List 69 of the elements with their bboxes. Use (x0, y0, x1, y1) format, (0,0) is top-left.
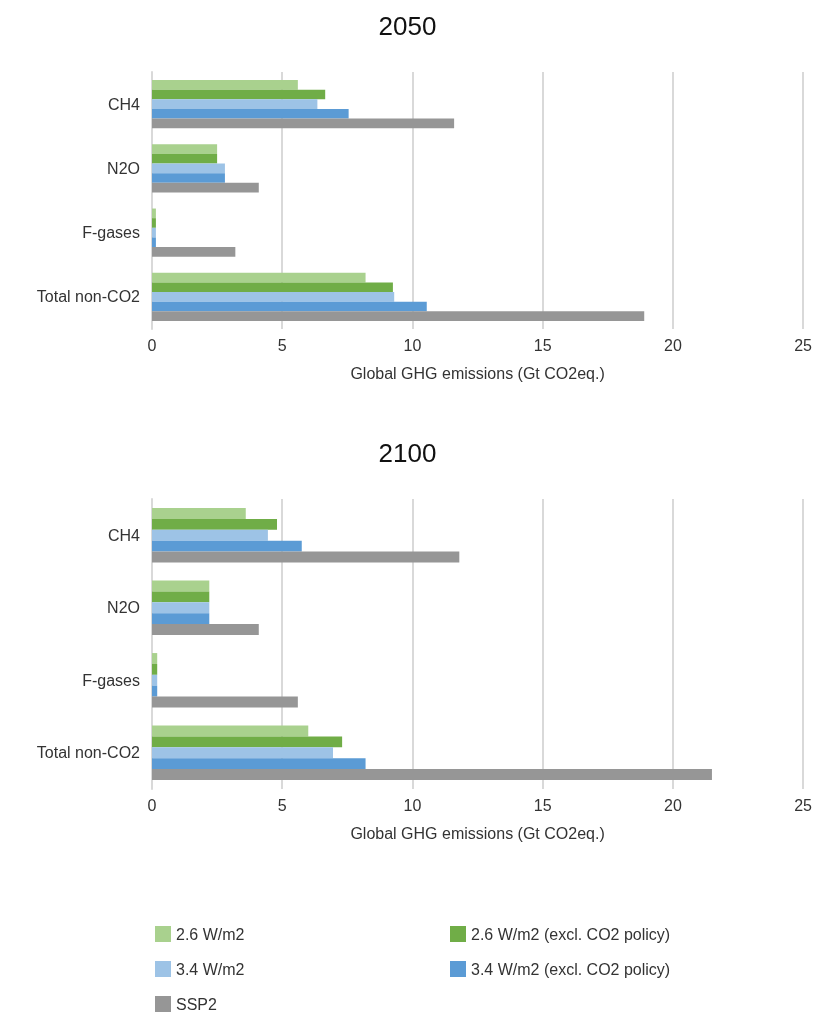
legend-label: SSP2 (176, 995, 218, 1013)
bar (152, 153, 218, 164)
x-tick-label: 25 (794, 796, 813, 814)
bar (152, 602, 210, 614)
chart-title: 2100 (378, 438, 437, 468)
bar (152, 736, 343, 748)
bar (152, 663, 158, 675)
bar (152, 218, 156, 228)
x-tick-label: 20 (663, 336, 682, 354)
bar (152, 118, 455, 129)
bar (152, 311, 645, 321)
legend-label: 2.6 W/m2 (176, 925, 245, 943)
bar (152, 80, 298, 90)
x-tick-label: 5 (277, 796, 287, 814)
y-tick-label: CH4 (107, 95, 141, 113)
y-tick-label: F-gases (82, 224, 140, 242)
y-tick-label: Total non-CO2 (36, 288, 141, 306)
bar (152, 769, 712, 780)
bar (152, 674, 158, 686)
bar (152, 227, 156, 238)
bar (152, 173, 225, 183)
legend-label: 3.4 W/m2 (excl. CO2 policy) (471, 960, 671, 978)
y-tick-label: F-gases (82, 671, 140, 689)
bar (152, 292, 395, 302)
bar (152, 551, 460, 563)
x-axis-title: Global GHG emissions (Gt CO2eq.) (350, 364, 605, 382)
bar (152, 108, 349, 119)
y-tick-label: N2O (107, 159, 140, 177)
bar (152, 247, 236, 257)
y-tick-label: CH4 (107, 526, 141, 544)
x-axis-title: Global GHG emissions (Gt CO2eq.) (350, 824, 605, 842)
bar (152, 182, 259, 193)
bar (152, 163, 225, 174)
bar (152, 653, 158, 664)
x-tick-label: 5 (277, 336, 287, 354)
bar (152, 89, 326, 100)
legend-label: 3.4 W/m2 (176, 960, 245, 978)
bar (152, 747, 334, 759)
x-tick-label: 25 (794, 336, 813, 354)
x-tick-label: 0 (147, 796, 157, 814)
bar (152, 613, 210, 625)
x-tick-label: 15 (533, 796, 552, 814)
x-tick-label: 10 (403, 336, 422, 354)
y-tick-label: Total non-CO2 (36, 744, 141, 762)
x-tick-label: 15 (533, 336, 552, 354)
bar (152, 272, 366, 283)
bar (152, 144, 218, 154)
x-tick-label: 0 (147, 336, 157, 354)
bar (152, 624, 259, 635)
x-tick-label: 10 (403, 796, 422, 814)
bar (152, 208, 156, 219)
bar (152, 518, 278, 530)
bar (152, 301, 427, 312)
bar (152, 508, 246, 519)
bar (152, 758, 366, 770)
bar (152, 685, 158, 697)
chart-title: 2050 (378, 11, 437, 41)
x-tick-label: 20 (663, 796, 682, 814)
bar (152, 237, 156, 248)
legend-label: 2.6 W/m2 (excl. CO2 policy) (471, 925, 671, 943)
bar (152, 540, 302, 552)
bar (152, 580, 210, 592)
y-tick-label: N2O (107, 599, 140, 617)
bar (152, 725, 309, 737)
bar (152, 696, 298, 708)
bar (152, 99, 318, 109)
bar (152, 591, 210, 603)
bar (152, 282, 393, 293)
bar (152, 529, 268, 541)
